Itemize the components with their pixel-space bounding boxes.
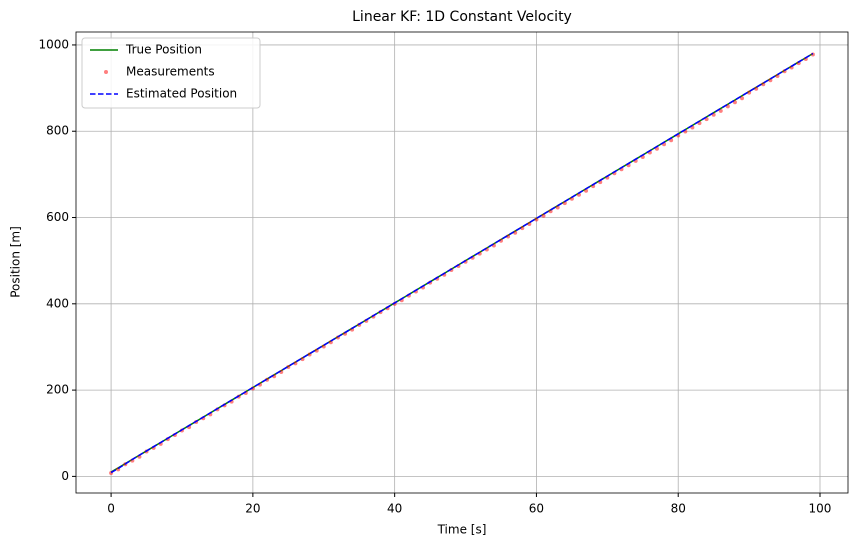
measurement-point xyxy=(300,357,305,362)
x-tick-label: 60 xyxy=(529,502,544,516)
x-axis-label: Time [s] xyxy=(437,523,487,537)
measurement-point xyxy=(789,65,794,70)
measurement-point xyxy=(584,188,589,193)
measurement-point xyxy=(286,365,291,370)
measurement-point xyxy=(293,361,298,366)
y-tick-label: 800 xyxy=(46,124,69,138)
measurement-point xyxy=(569,196,574,201)
x-tick-label: 20 xyxy=(245,502,260,516)
x-tick-label: 100 xyxy=(809,502,832,516)
measurement-point xyxy=(506,234,511,239)
plot-area xyxy=(109,52,815,475)
x-tick-label: 80 xyxy=(671,502,686,516)
y-tick-label: 200 xyxy=(46,383,69,397)
legend-box xyxy=(81,37,261,109)
legend-marker xyxy=(104,70,108,74)
legend: True Position Measurements Estimated Posit… xyxy=(81,37,261,109)
measurement-point xyxy=(548,209,553,214)
measurement-point xyxy=(775,73,780,78)
measurement-point xyxy=(810,52,815,57)
y-tick-label: 400 xyxy=(46,296,69,310)
measurement-point xyxy=(541,213,546,218)
legend-label: True Position xyxy=(125,43,202,57)
legend-label: Measurements xyxy=(126,65,215,79)
legend-label: Estimated Position xyxy=(126,87,237,101)
y-tick-label: 0 xyxy=(61,469,69,483)
axes-frame xyxy=(75,31,849,494)
measurement-point xyxy=(513,230,518,235)
measurement-point xyxy=(576,192,581,197)
measurement-point xyxy=(555,205,560,210)
measurement-point xyxy=(768,78,773,83)
measurement-point xyxy=(562,201,567,206)
y-tick-label: 1000 xyxy=(38,37,69,51)
y-axis-label: Position [m] xyxy=(9,226,23,298)
series-line xyxy=(110,52,814,474)
x-tick-label: 0 xyxy=(107,502,115,516)
measurement-point xyxy=(754,86,759,91)
measurement-point xyxy=(520,226,525,231)
y-tick-label: 600 xyxy=(46,210,69,224)
measurement-point xyxy=(527,222,532,227)
chart-title: Linear KF: 1D Constant Velocity xyxy=(352,9,572,25)
measurement-point xyxy=(747,90,752,95)
x-tick-label: 40 xyxy=(387,502,402,516)
